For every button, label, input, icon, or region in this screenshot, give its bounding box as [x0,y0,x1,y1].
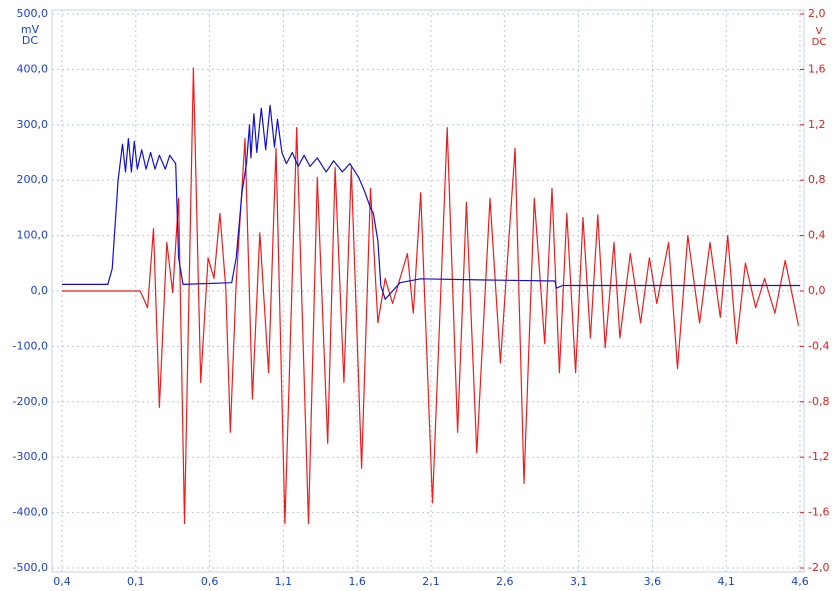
y2-tick-label: -2,0 [808,561,829,574]
y-tick-label: 300,0 [17,118,49,131]
x-tick-label: 1,1 [275,575,293,588]
y-tick-label: -400,0 [13,506,48,519]
y-tick-label: -100,0 [13,339,48,352]
y-coupling: DC [22,34,38,47]
x-tick-label: 3,6 [644,575,662,588]
y2-tick-label: -0,4 [808,339,829,352]
y2-tick-label: 1,2 [808,118,826,131]
y2-tick-label: 2,0 [808,7,826,20]
y-tick-label: -500,0 [13,561,48,574]
series-line [62,67,800,525]
x-tick-label: 2,1 [422,575,440,588]
y2-tick-label: -1,6 [808,506,829,519]
y2-unit: V [816,26,823,37]
y-tick-label: 500,0 [17,7,49,20]
x-tick-label: 3,1 [570,575,588,588]
x-tick-label: 2,6 [496,575,514,588]
series-line [62,104,800,300]
y2-coupling: DC [812,37,827,48]
y-tick-label: 0,0 [31,284,49,297]
y-tick-label: 100,0 [17,229,49,242]
y-tick-label: 400,0 [17,62,49,75]
x-tick-label: 4,6 [791,575,809,588]
x-tick-label: 0,1 [127,575,145,588]
y-tick-label: 200,0 [17,173,49,186]
y2-tick-label: 0,8 [808,173,826,186]
x-tick-label: 0,4 [53,575,71,588]
y-unit: mV [21,23,40,36]
y2-tick-label: 1,6 [808,62,826,75]
x-tick-label: 4,1 [717,575,735,588]
x-tick-label: 1,6 [348,575,366,588]
x-tick-label: 0,6 [201,575,219,588]
y2-tick-label: 0,4 [808,229,826,242]
y2-tick-label: -0,8 [808,395,829,408]
y-tick-label: -300,0 [13,450,48,463]
y2-tick-label: 0,0 [808,284,826,297]
y-tick-label: -200,0 [13,395,48,408]
y2-tick-label: -1,2 [808,450,829,463]
